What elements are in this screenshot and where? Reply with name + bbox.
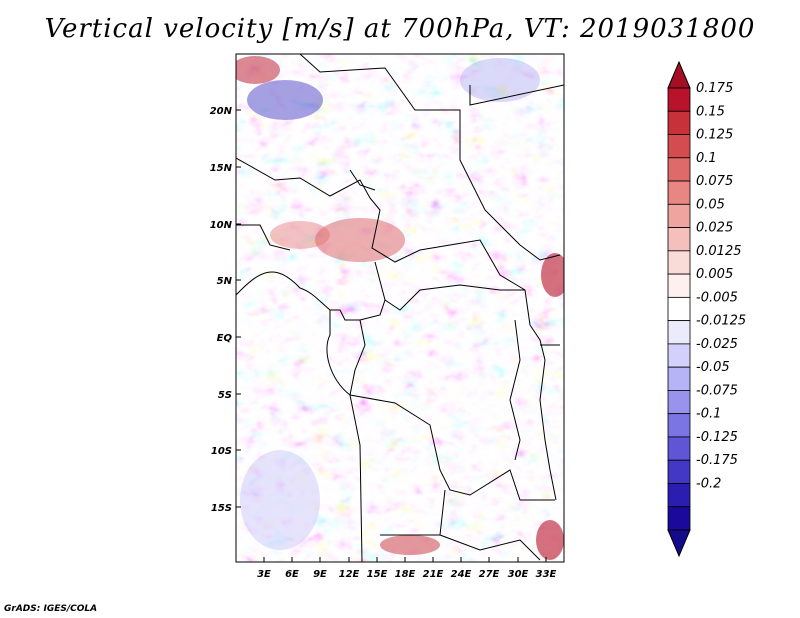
colorbar-label: -0.175 — [696, 453, 738, 468]
colorbar-swatch — [667, 343, 691, 368]
colorbar-swatch — [667, 273, 691, 298]
lon-label-3e: 3E — [257, 569, 271, 580]
colorbar-swatch — [667, 459, 691, 484]
country-borders — [236, 54, 564, 562]
colorbar-label: 0.125 — [696, 128, 733, 143]
lat-label-10s: 10S — [211, 446, 232, 457]
latitude-axis: 20N 15N 10N 5N EQ 5S 10S 15S — [210, 106, 241, 514]
credit-label: GrADS: IGES/COLA — [4, 604, 98, 614]
map-frame — [235, 53, 565, 563]
colorbar-swatch — [667, 366, 691, 391]
colorbar-label: 0.005 — [696, 267, 733, 282]
colorbar-swatch — [667, 506, 691, 531]
colorbar-label: -0.0125 — [696, 314, 746, 329]
colorbar: 0.175 0.15 0.125 0.1 0.075 0.05 0.025 0.0125 0.0… — [667, 60, 746, 558]
lat-label-10n: 10N — [210, 220, 233, 231]
lat-label-15n: 15N — [210, 163, 233, 174]
colorbar-label: 0.025 — [696, 221, 733, 236]
lat-label-5n: 5N — [217, 276, 233, 287]
colorbar-swatch — [667, 296, 691, 322]
colorbar-swatch — [667, 110, 691, 135]
colorbar-label: 0.0125 — [696, 244, 742, 259]
colorbar-swatch — [667, 157, 691, 182]
longitude-axis: 3E 6E 9E 12E 15E 18E 21E 24E 27E 30E 33E — [257, 557, 557, 580]
lat-label-5s: 5S — [218, 390, 232, 401]
lat-label-20n: 20N — [210, 106, 233, 117]
colorbar-label: -0.125 — [696, 430, 738, 445]
colorbar-swatch — [667, 250, 691, 275]
colorbar-label: -0.1 — [696, 407, 721, 422]
lon-label-6e: 6E — [285, 569, 299, 580]
colorbar-swatch — [667, 180, 691, 205]
lat-label-eq: EQ — [217, 333, 233, 344]
map-title: Vertical velocity [m/s] at 700hPa, VT: 2… — [44, 14, 756, 44]
colorbar-label: -0.075 — [696, 383, 738, 398]
lon-label-30e: 30E — [508, 569, 529, 580]
colorbar-swatch — [667, 390, 691, 415]
colorbar-swatch — [667, 413, 691, 438]
colorbar-swatch — [667, 87, 691, 112]
colorbar-label: -0.025 — [696, 337, 738, 352]
colorbar-swatch — [667, 436, 691, 461]
lon-label-24e: 24E — [451, 569, 472, 580]
colorbar-swatch — [667, 227, 691, 252]
colorbar-label: -0.2 — [696, 476, 721, 491]
lon-label-12e: 12E — [339, 569, 360, 580]
lon-label-18e: 18E — [395, 569, 416, 580]
colorbar-label: -0.005 — [696, 290, 738, 305]
colorbar-swatch — [667, 134, 691, 159]
lon-label-27e: 27E — [479, 569, 500, 580]
lat-label-15s: 15S — [211, 503, 232, 514]
colorbar-label: 0.075 — [696, 174, 733, 189]
colorbar-min-arrow — [667, 529, 691, 558]
lon-label-33e: 33E — [536, 569, 557, 580]
colorbar-swatch — [667, 483, 691, 508]
colorbar-label: 0.1 — [696, 151, 717, 166]
lon-label-21e: 21E — [423, 569, 444, 580]
velocity-field — [236, 54, 564, 562]
lon-label-9e: 9E — [313, 569, 327, 580]
colorbar-label: -0.05 — [696, 360, 730, 375]
lon-label-15e: 15E — [367, 569, 388, 580]
colorbar-swatch — [667, 203, 691, 228]
colorbar-max-arrow — [667, 60, 691, 89]
colorbar-swatch — [667, 320, 691, 345]
colorbar-label: 0.175 — [696, 81, 733, 96]
colorbar-label: 0.05 — [696, 197, 725, 212]
colorbar-label: 0.15 — [696, 104, 725, 119]
